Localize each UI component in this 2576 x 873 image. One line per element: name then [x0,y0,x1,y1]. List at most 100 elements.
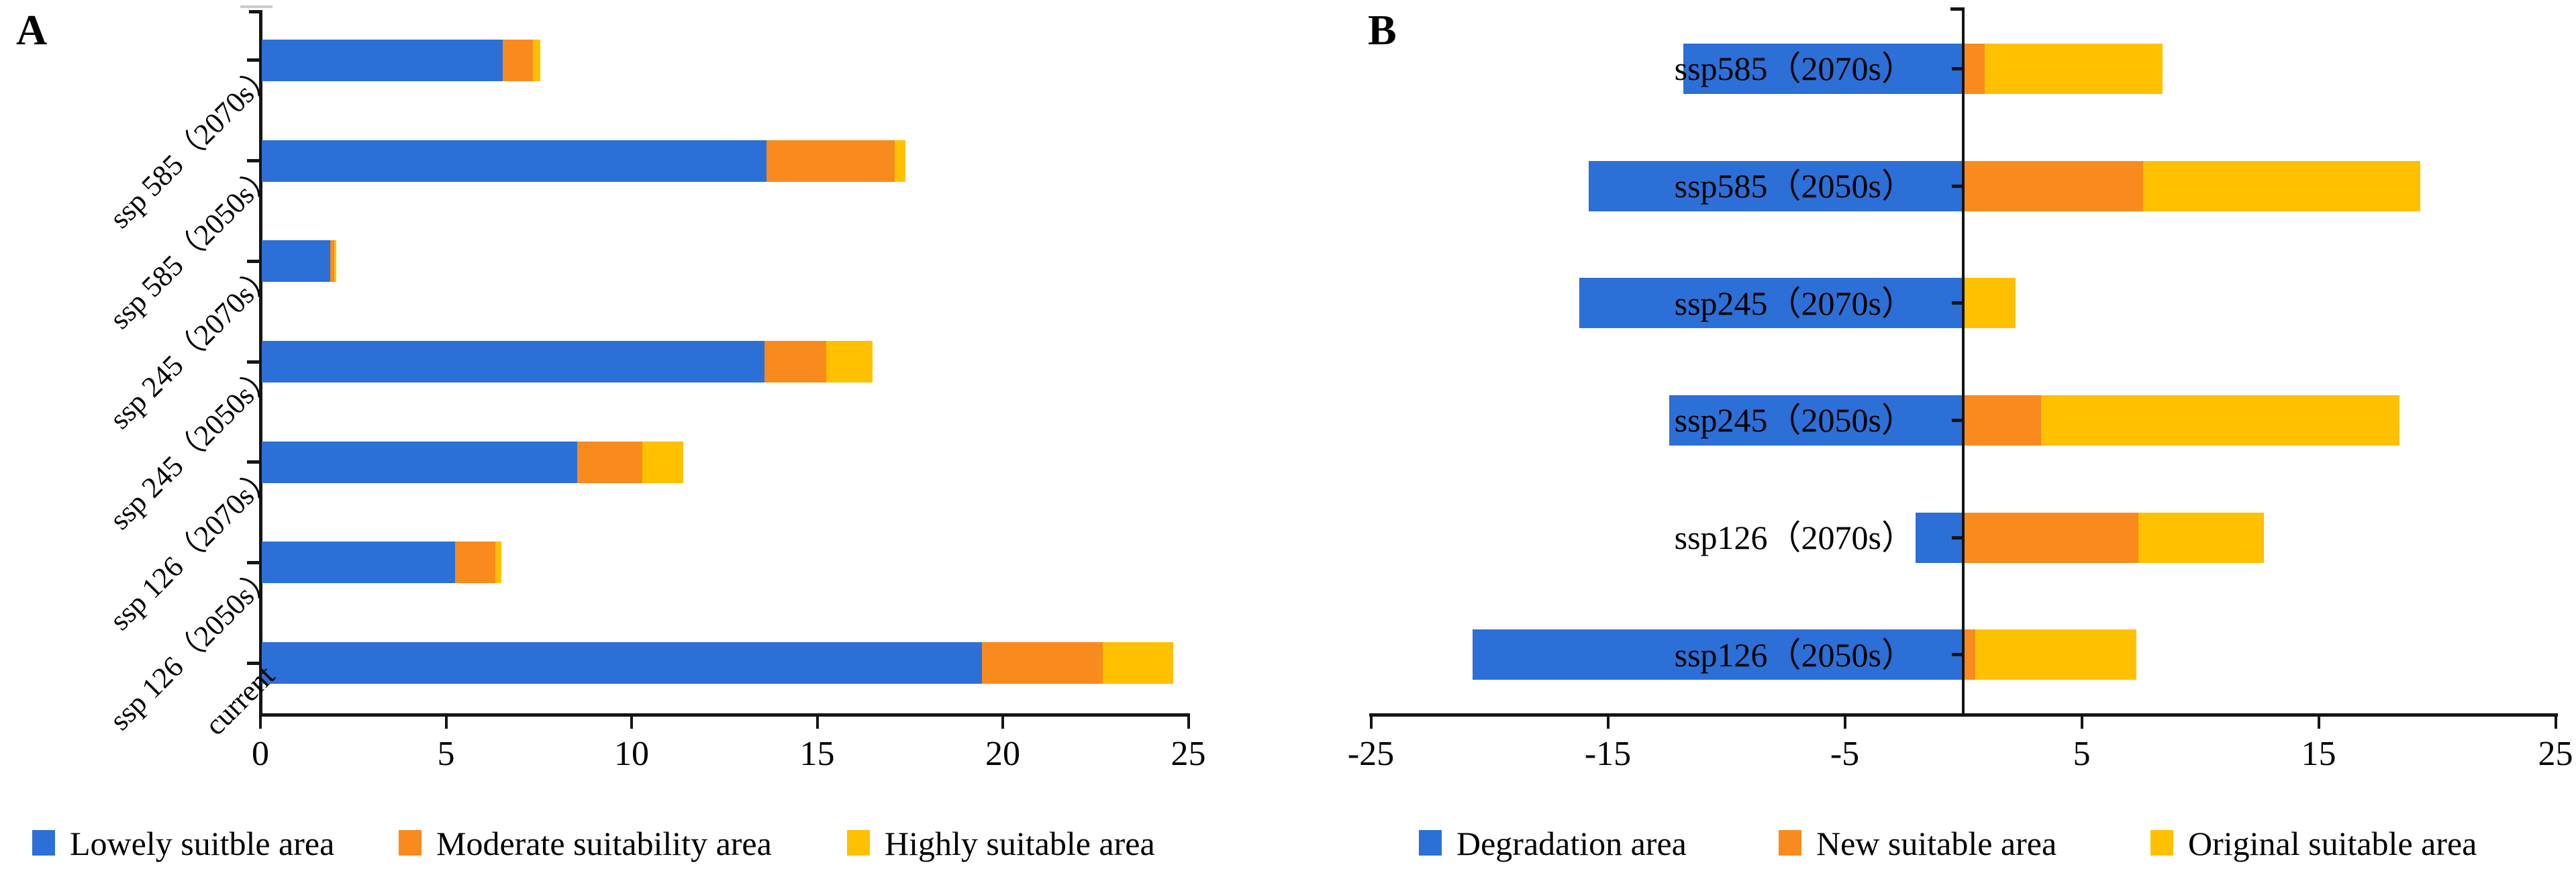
x-axis-tick [1843,717,1846,729]
legend-label: New suitable area [1816,825,2057,862]
bar-segment-lowly [262,240,331,283]
bar-segment-new-suitable [1963,160,2144,211]
bar-segment-highly [495,542,501,584]
category-tick [247,159,259,163]
category-tick [1952,66,1963,70]
category-tick [1952,184,1963,188]
x-axis-tick-label: 25 [1171,735,1206,773]
category-tick [247,360,259,364]
category-label: ssp585（2050s） [1674,167,1915,205]
category-tick [1952,535,1963,540]
legend-swatch-degradation [1419,830,1442,856]
legend-label: Lowely suitble area [70,825,335,862]
x-axis-tick [2317,717,2320,729]
x-axis-tick-label: 5 [437,735,455,773]
bar-segment-original-suitable [1984,43,2163,94]
x-axis-tick-label: 25 [2538,735,2573,773]
category-tick [1952,301,1963,305]
legend-swatch-lowly-suitable [32,830,55,856]
bar-segment-moderate [577,441,642,483]
x-axis-tick [1187,717,1190,729]
bar-segment-moderate [330,240,334,283]
bar-segment-degradation [1579,278,1963,329]
bar-segment-moderate [764,341,826,382]
legend-swatch-new-suitable [1779,830,1801,856]
edge-artifact [240,5,273,8]
x-axis-tick-label: 15 [799,735,835,773]
category-label: ssp245（2050s） [1674,401,1915,440]
zero-axis-line [1962,7,1965,717]
x-axis-tick-label: 10 [614,735,649,773]
bar-segment-new-suitable [1963,512,2139,563]
bar-segment-highly [1102,642,1173,684]
panel-b-letter: B [1368,6,1397,54]
x-axis-tick-label: 15 [2301,735,2336,773]
x-axis-line [259,713,1190,717]
x-axis-tick [2554,717,2557,729]
bar-segment-moderate [454,542,496,584]
bar-segment-lowly [262,441,578,483]
bar-segment-new-suitable [1963,395,2042,446]
category-label: ssp126（2050s） [1674,635,1915,674]
category-tick [1952,418,1963,422]
legend-label: Moderate suitability area [436,825,772,862]
x-axis-tick-label: -15 [1584,735,1632,773]
bar-segment-moderate [981,642,1103,684]
bar-segment-original-suitable [2041,395,2399,446]
y-axis-line [259,10,262,717]
bar-segment-highly [532,39,540,81]
x-axis-tick [1369,717,1373,729]
category-tick [1952,653,1963,657]
legend-swatch-original-suitable [2150,830,2173,856]
legend-label: Highly suitable area [885,825,1155,862]
zero-axis-end-tick [1950,7,1962,11]
bar-segment-original-suitable [2138,512,2265,563]
bar-segment-lowly [262,39,503,81]
bar-segment-degradation [1669,395,1963,446]
x-axis-tick [444,717,448,729]
panel-a-letter: A [16,6,48,54]
y-axis-end-tick [249,10,260,13]
x-axis-tick [815,717,819,729]
bar-segment-degradation [1473,629,1963,680]
x-axis-tick [1606,717,1609,729]
category-label: ssp585（2070s） [1674,50,1915,88]
bar-segment-moderate [766,140,895,182]
bar-segment-lowly [262,642,982,684]
category-tick [247,560,259,564]
bar-segment-original-suitable [1975,629,2136,680]
bar-segment-highly [642,441,683,483]
category-tick [247,460,259,464]
legend-swatch-moderate-suitability [399,830,422,856]
bar-segment-degradation [1589,160,1963,211]
x-axis-tick [1001,717,1004,729]
bar-segment-degradation [1683,43,1963,94]
x-axis-tick-label: 0 [252,735,269,773]
bar-segment-new-suitable [1963,43,1985,94]
x-axis-tick [259,717,262,729]
bar-segment-highly [894,140,906,182]
bar-segment-lowly [262,341,765,382]
bar-segment-moderate [503,39,533,81]
category-tick [247,259,259,263]
x-axis-tick-label: -25 [1347,735,1395,773]
x-axis-tick-label: -5 [1830,735,1860,773]
bar-segment-lowly [262,140,767,182]
bar-segment-lowly [262,542,455,584]
category-label: current [199,659,281,742]
x-axis-tick [630,717,633,729]
bar-segment-original-suitable [1963,278,2016,329]
bar-segment-highly [826,341,873,382]
legend-label: Degradation area [1456,825,1687,862]
bar-segment-original-suitable [2143,160,2421,211]
bar-segment-new-suitable [1963,629,1975,680]
category-tick [247,661,259,665]
category-tick [247,58,259,62]
legend-label: Original suitable area [2188,825,2477,862]
x-axis-tick [2080,717,2083,729]
legend-swatch-highly-suitable [847,830,870,856]
category-label: ssp126（2070s） [1674,519,1915,556]
bar-segment-highly [334,240,336,283]
x-axis-tick-label: 20 [985,735,1020,773]
